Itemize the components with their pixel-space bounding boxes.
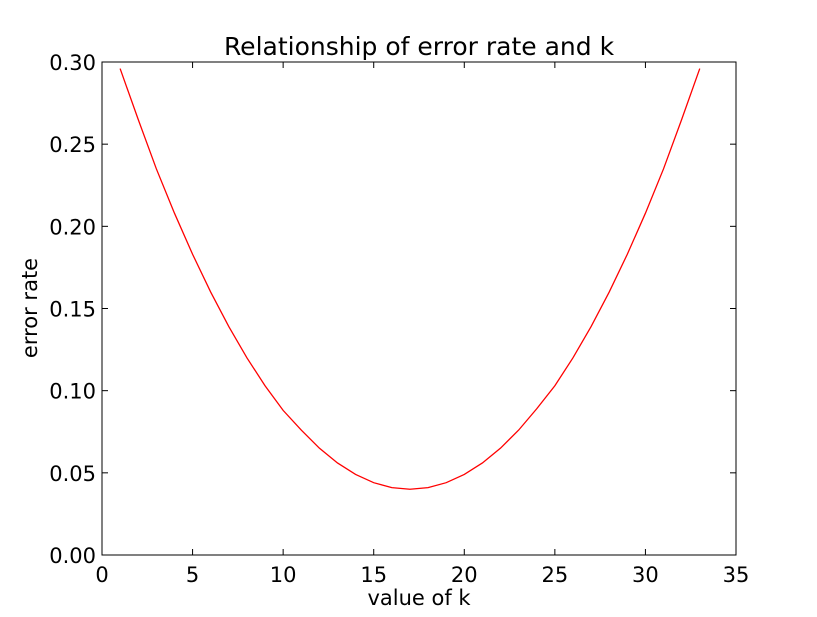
series-line-0 [119,68,701,490]
x-axis-label: value of k [367,586,471,610]
data-point [645,213,646,214]
y-axis-label: error rate [18,258,42,358]
data-point [609,292,610,293]
data-point [210,292,211,293]
data-point [536,408,537,409]
data-point [482,462,483,463]
x-tick-label: 25 [541,563,568,587]
x-tick-label: 5 [186,563,199,587]
data-point [591,326,592,327]
data-point [391,487,392,488]
data-point [627,254,628,255]
data-point [500,448,501,449]
y-tick-label: 0.20 [49,215,96,239]
data-point [138,119,139,120]
x-tick-label: 35 [723,563,750,587]
x-tick-label: 10 [270,563,297,587]
data-point [699,68,700,69]
x-tick-label: 0 [95,563,108,587]
data-point [428,487,429,488]
x-tick-label: 30 [632,563,659,587]
data-point [265,385,266,386]
y-tick-label: 0.10 [49,380,96,404]
data-point [446,482,447,483]
data-point [681,119,682,120]
data-point [572,357,573,358]
data-point [283,410,284,411]
data-point [663,168,664,169]
data-point [192,254,193,255]
data-point [228,326,229,327]
data-point [355,474,356,475]
data-point [301,430,302,431]
data-point [373,482,374,483]
chart-title: Relationship of error rate and k [224,32,615,61]
y-tick-label: 0.05 [49,462,96,486]
y-tick-label: 0.00 [49,544,96,568]
data-point [554,385,555,386]
data-point [409,489,410,490]
data-point [518,430,519,431]
y-tick-label: 0.15 [49,298,96,322]
data-point [337,462,338,463]
plot-frame [101,61,737,556]
y-tick-label: 0.30 [49,51,96,75]
data-point [246,357,247,358]
data-point [464,474,465,475]
x-tick-label: 20 [451,563,478,587]
x-tick-label: 15 [360,563,387,587]
data-point [319,448,320,449]
data-point [174,213,175,214]
data-point [120,68,121,69]
y-tick-label: 0.25 [49,133,96,157]
data-point [156,168,157,169]
